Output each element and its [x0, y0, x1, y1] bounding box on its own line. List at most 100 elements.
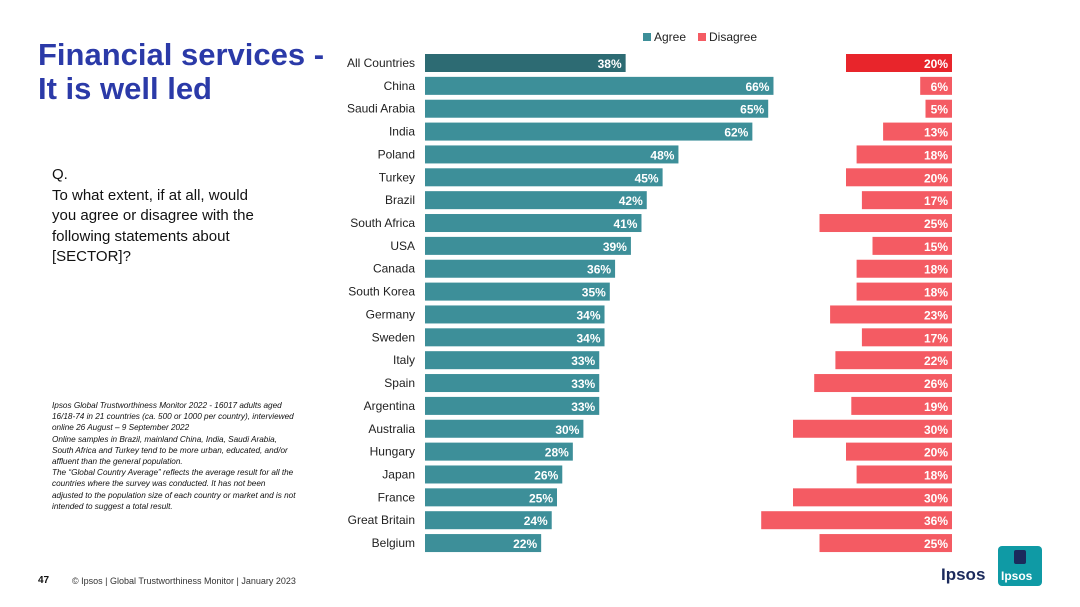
agree-bar	[425, 465, 563, 484]
agree-bar	[425, 511, 552, 530]
agree-bar	[425, 442, 573, 461]
question-label: Q.	[52, 166, 68, 183]
disagree-value-label: 30%	[924, 491, 948, 505]
category-label: Germany	[366, 307, 415, 321]
legend-disagree-label: Disagree	[709, 30, 757, 44]
disagree-value-label: 20%	[924, 171, 948, 185]
category-label: Japan	[382, 467, 415, 481]
agree-value-label: 28%	[545, 446, 569, 460]
agree-value-label: 45%	[635, 171, 659, 185]
question-line-1: To what extent, if at all, would	[52, 186, 248, 204]
page-number: 47	[38, 575, 50, 586]
agree-bar	[425, 236, 631, 255]
survey-question: Q. To what extent, if at all, would you …	[52, 165, 292, 268]
logo-box-text: Ipsos	[1001, 569, 1033, 583]
disagree-bar	[851, 396, 952, 415]
category-label: Australia	[368, 422, 415, 436]
agree-bar	[425, 305, 605, 324]
disagree-bar	[835, 351, 952, 370]
disagree-bar	[920, 76, 952, 95]
agree-bar	[425, 191, 647, 210]
disagree-bar	[856, 145, 952, 164]
notes-line: Online samples in Brazil, mainland China…	[52, 434, 277, 444]
disagree-bar	[830, 305, 952, 324]
agree-value-label: 42%	[619, 194, 643, 208]
category-label: India	[389, 125, 415, 139]
category-label: South Africa	[350, 216, 415, 230]
agree-bar	[425, 282, 610, 301]
disagree-value-label: 25%	[924, 537, 948, 551]
legend-agree-swatch	[643, 33, 651, 41]
disagree-bar	[925, 99, 952, 118]
disagree-bar	[819, 534, 952, 553]
disagree-bar	[861, 191, 952, 210]
disagree-value-label: 18%	[924, 148, 948, 162]
disagree-value-label: 17%	[924, 331, 948, 345]
disagree-value-label: 22%	[924, 354, 948, 368]
disagree-bar	[819, 214, 952, 233]
page-title: Financial services - It is well led	[38, 38, 348, 106]
category-label: Poland	[378, 147, 415, 161]
agree-bar	[425, 76, 774, 95]
disagree-bar	[846, 442, 952, 461]
disagree-bar	[846, 168, 952, 187]
agree-value-label: 41%	[613, 217, 637, 231]
disagree-bar	[793, 488, 952, 507]
category-label: Sweden	[372, 330, 415, 344]
disagree-value-label: 20%	[924, 57, 948, 71]
agree-bar	[425, 122, 753, 141]
notes-line: intended to suggest a total result.	[52, 501, 173, 511]
disagree-bar	[856, 465, 952, 484]
disagree-value-label: 5%	[931, 103, 949, 117]
agree-value-label: 33%	[571, 354, 595, 368]
disagree-value-label: 20%	[924, 446, 948, 460]
disagree-value-label: 13%	[924, 126, 948, 140]
disagree-bar	[761, 511, 952, 530]
disagree-value-label: 19%	[924, 400, 948, 414]
notes-line: adjusted to the population size of each …	[52, 490, 296, 500]
disagree-bar	[793, 419, 952, 438]
disagree-bar	[861, 328, 952, 347]
disagree-value-label: 26%	[924, 377, 948, 391]
agree-value-label: 26%	[534, 468, 558, 482]
agree-value-label: 66%	[745, 80, 769, 94]
agree-value-label: 34%	[576, 331, 600, 345]
agree-bar	[425, 534, 542, 553]
category-label: Belgium	[372, 536, 415, 550]
disagree-bar	[856, 282, 952, 301]
notes-line: countries where the survey was conducted…	[52, 479, 266, 489]
legend-agree-label: Agree	[654, 30, 686, 44]
agree-value-label: 65%	[740, 103, 764, 117]
ipsos-logo-word: Ipsos	[941, 565, 986, 584]
question-line-3: following statements about	[52, 227, 230, 245]
logo-mark	[1014, 550, 1026, 564]
disagree-bar	[856, 259, 952, 278]
agree-bar	[425, 259, 616, 278]
agree-value-label: 35%	[582, 286, 606, 300]
disagree-value-label: 6%	[931, 80, 949, 94]
agree-value-label: 39%	[603, 240, 627, 254]
disagree-value-label: 25%	[924, 217, 948, 231]
category-label: Great Britain	[348, 513, 415, 527]
disagree-bar	[872, 236, 952, 255]
agree-bar	[425, 374, 600, 393]
disagree-value-label: 23%	[924, 308, 948, 322]
legend-disagree-swatch	[698, 33, 706, 41]
agree-value-label: 24%	[524, 514, 548, 528]
question-line-2: you agree or disagree with the	[52, 207, 254, 224]
notes-line: The “Global Country Average” reflects th…	[52, 468, 294, 478]
notes-line: affluent than the general population.	[52, 457, 183, 467]
agree-bar	[425, 328, 605, 347]
disagree-value-label: 36%	[924, 514, 948, 528]
agree-value-label: 33%	[571, 400, 595, 414]
agree-bar	[425, 54, 626, 72]
category-label: All Countries	[347, 56, 415, 70]
category-label: Spain	[384, 376, 415, 390]
disagree-value-label: 15%	[924, 240, 948, 254]
agree-bar	[425, 351, 600, 370]
agree-value-label: 22%	[513, 537, 537, 551]
agree-bar	[425, 99, 769, 118]
category-label: Brazil	[385, 193, 415, 207]
methodology-notes: Ipsos Global Trustworthiness Monitor 202…	[52, 400, 332, 512]
